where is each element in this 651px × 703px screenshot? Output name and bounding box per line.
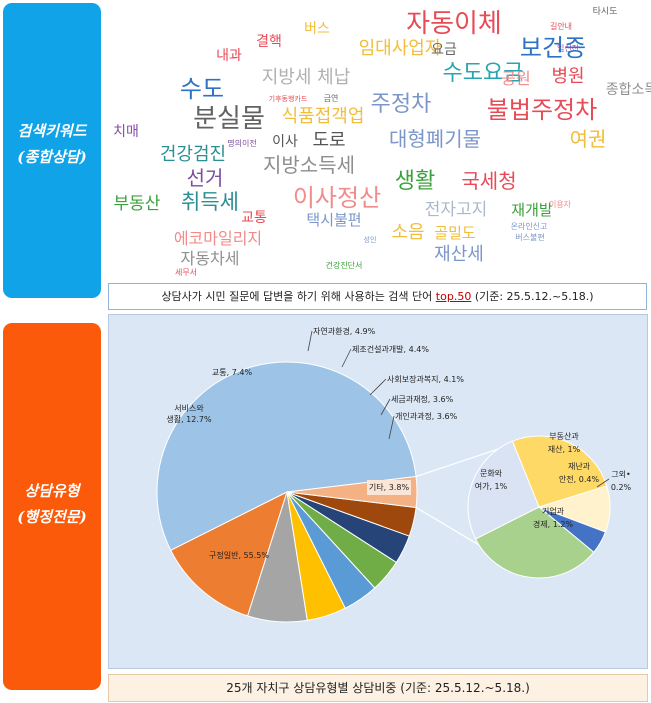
word-cloud-word: 여권: [570, 127, 607, 151]
pie-label-서비스와-생활: 서비스와 생활, 12.7%: [166, 403, 212, 424]
pie-label-자연과환경: 자연과환경, 4.9%: [313, 326, 376, 336]
word-cloud-word: 대형폐기물: [389, 127, 481, 151]
word-cloud-word: 재개발: [511, 201, 553, 219]
word-cloud-word: 성인: [364, 235, 377, 244]
word-cloud-word: 치매: [113, 124, 139, 140]
word-cloud-word: 지방소득세: [263, 153, 355, 177]
leader-line: [388, 415, 395, 440]
sub-pie-slice-부동산과-재산: [511, 435, 608, 508]
word-cloud-word: 재산세: [434, 244, 484, 265]
pie-chart-panel: 구정일반, 55.5% 서비스와 생활, 12.7% 교통, 7.4% 자연과환경, 4…: [108, 314, 648, 669]
word-cloud-word: 결핵: [256, 34, 282, 50]
sub-pie-slice-문화와-여가: [467, 440, 540, 540]
word-cloud-caption: 상담사가 시민 질문에 답변을 하기 위해 사용하는 검색 단어 top.50 …: [108, 283, 647, 310]
word-cloud-word: 전자고지: [425, 200, 488, 220]
word-cloud-word: 선거: [187, 166, 224, 190]
word-cloud-word: 세무서: [175, 268, 197, 277]
word-cloud-word: 보건증: [520, 34, 586, 62]
keyword-side-label: 검색키워드 (종합상담): [3, 118, 101, 170]
word-cloud-word: 교통: [241, 210, 267, 226]
word-cloud-caption-prefix: 상담사가 시민 질문에 답변을 하기 위해 사용하는 검색 단어: [161, 290, 436, 303]
leader-line: [369, 378, 387, 396]
word-cloud-word: 길안내: [550, 21, 572, 31]
word-cloud-word: 임대사업자: [359, 38, 442, 59]
word-cloud-word: 온라인신고: [511, 221, 548, 231]
word-cloud-word: 내과: [216, 48, 242, 64]
word-cloud-word: 분실물: [193, 104, 265, 134]
word-cloud-word: 타시도: [593, 6, 618, 17]
leader-line: [341, 348, 352, 368]
word-cloud-word: 생활: [395, 169, 435, 194]
word-cloud-word: 명의이전: [227, 138, 256, 148]
sub-pie-slice-기업과-경제: [474, 506, 595, 579]
pie-label-사회보장과복지: 사회보장과복지, 4.1%: [387, 374, 464, 384]
word-cloud-word: 금연: [324, 94, 339, 103]
keyword-side-tab: [3, 3, 101, 298]
word-cloud-word: 이사: [272, 134, 298, 150]
pie-slice-서비스와-생활: [170, 491, 288, 617]
word-cloud-word: 버스: [304, 21, 330, 37]
pie-label-세금과재정: 세금과재정, 3.6%: [391, 394, 454, 404]
word-cloud-word: 도로: [312, 130, 345, 151]
word-cloud-word: 건강진단서: [326, 260, 363, 270]
pie-label-제조건설과개발: 제조건설과개발, 4.4%: [352, 344, 429, 354]
word-cloud-word: 식품접객업: [282, 106, 365, 127]
pie-chart-caption: 25개 자치구 상담유형별 상담비중 (기준: 25.5.12.~5.18.): [108, 674, 648, 702]
word-cloud-word: 버스불편: [515, 232, 544, 242]
word-cloud-word: 건강검진: [160, 144, 226, 165]
word-cloud-word: 에코마일리지: [174, 229, 262, 248]
word-cloud-panel: 자동이체보건증임대사업자요금수도요금공원병원종합소득세지방세 체납수도내과결핵버…: [108, 0, 651, 312]
word-cloud-word: 자동이체: [406, 9, 502, 39]
word-cloud-word: 골밀도: [434, 224, 476, 242]
keyword-side-label-line2: (종합상담): [17, 148, 87, 166]
word-cloud-caption-highlight: top.50: [435, 290, 472, 303]
word-cloud-word: 주정차: [371, 92, 432, 117]
word-cloud-word: 부동산: [114, 194, 161, 214]
word-cloud-word: 소음: [391, 222, 424, 243]
word-cloud-word: 병원: [551, 66, 584, 87]
word-cloud-word: 기후동행카드: [269, 94, 308, 103]
word-cloud-word: 임신전: [557, 43, 579, 53]
word-cloud: 자동이체보건증임대사업자요금수도요금공원병원종합소득세지방세 체납수도내과결핵버…: [113, 6, 651, 277]
sub-pie-label-부동산과-재산: 부동산과 재산, 1%: [548, 431, 581, 454]
sub-pie-label-그외: 그외• 0.2%: [611, 469, 632, 492]
consultation-side-label-line2: (행정전문): [17, 508, 87, 526]
word-cloud-word: 불법주정차: [487, 96, 597, 124]
pie-chart: 구정일반, 55.5% 서비스와 생활, 12.7% 교통, 7.4% 자연과환경, 4…: [156, 326, 632, 623]
consultation-side-label-line1: 상담유형: [24, 482, 80, 500]
consultation-type-side-tab: [3, 323, 101, 690]
word-cloud-word: 자동차세: [181, 249, 240, 268]
leader-line: [380, 398, 391, 416]
word-cloud-word: 종합소득세: [606, 82, 651, 98]
pie-label-교통: 교통, 7.4%: [212, 368, 253, 377]
word-cloud-word: 국세청: [461, 169, 516, 193]
word-cloud-word: 공원: [501, 69, 530, 88]
word-cloud-word: 이사정산: [293, 184, 381, 212]
other-label-box: [367, 480, 411, 495]
word-cloud-word: 지방세 체납: [262, 67, 351, 88]
sub-pie-label-재난과-안전: 재난과 안전, 0.4%: [559, 462, 600, 484]
consultation-side-label: 상담유형 (행정전문): [3, 478, 101, 530]
pie-label-기타: 기타, 3.8%: [369, 483, 410, 492]
word-cloud-word: 택시불편: [306, 211, 361, 229]
leader-line: [596, 478, 610, 488]
word-cloud-word: 요금: [431, 42, 457, 58]
pie-label-개인과과정: 개인과과정, 3.6%: [395, 411, 458, 421]
word-cloud-word: 수도: [180, 75, 224, 103]
keyword-side-label-line1: 검색키워드: [17, 122, 87, 140]
sub-pie-label-기업과-경제: 기업과 경제, 1.2%: [533, 507, 574, 529]
pie-label-구정일반: 구정일반, 55.5%: [209, 550, 269, 560]
word-cloud-word: 수도요금: [443, 61, 524, 86]
word-cloud-caption-suffix: (기준: 25.5.12.~5.18.): [471, 290, 594, 303]
leader-line: [307, 330, 313, 352]
word-cloud-word: 이용자: [549, 199, 572, 209]
sub-pie-label-문화와-여가: 문화와 여가, 1%: [475, 468, 508, 491]
word-cloud-word: 취득세: [181, 190, 239, 214]
pie-slice-구정일반: [156, 361, 417, 551]
